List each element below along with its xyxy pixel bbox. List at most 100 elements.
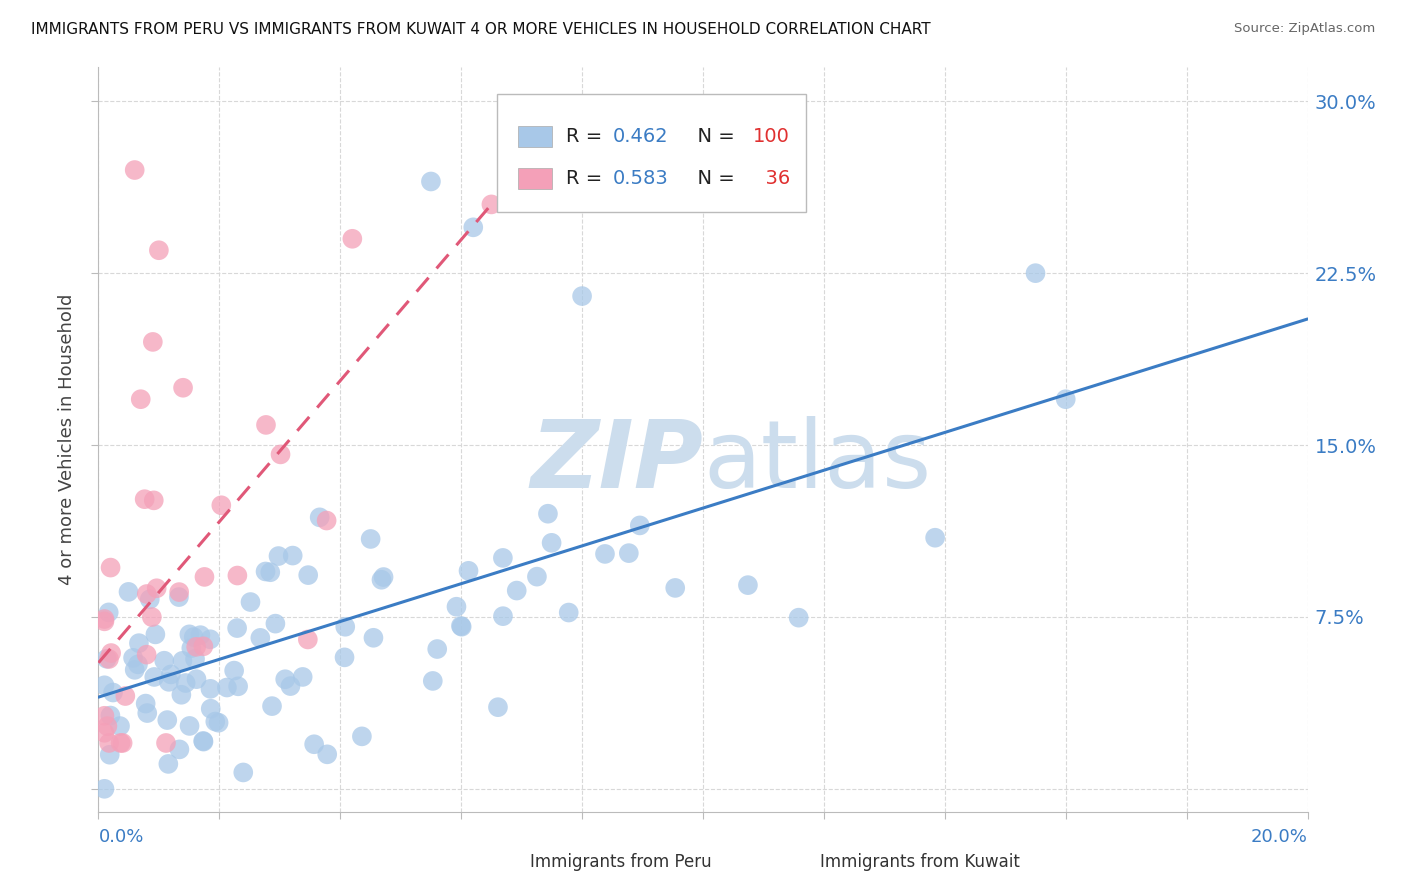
- Point: [526, 569, 548, 583]
- Point: [249, 631, 271, 645]
- FancyBboxPatch shape: [498, 95, 806, 212]
- Point: [114, 689, 136, 703]
- Point: [254, 565, 277, 579]
- Text: R =: R =: [567, 127, 609, 145]
- Point: [129, 392, 152, 407]
- Point: [190, 628, 212, 642]
- Point: [617, 546, 640, 560]
- Point: [111, 736, 134, 750]
- Point: [136, 706, 159, 720]
- Point: [134, 492, 156, 507]
- Point: [224, 664, 246, 678]
- Point: [664, 581, 686, 595]
- Point: [537, 507, 560, 521]
- Point: [93, 678, 115, 692]
- Point: [363, 631, 385, 645]
- Point: [157, 756, 180, 771]
- Point: [156, 713, 179, 727]
- Point: [787, 610, 810, 624]
- Text: Immigrants from Peru: Immigrants from Peru: [530, 854, 711, 871]
- Y-axis label: 4 or more Vehicles in Household: 4 or more Vehicles in Household: [58, 293, 76, 585]
- Text: Immigrants from Kuwait: Immigrants from Kuwait: [820, 854, 1021, 871]
- Point: [93, 726, 115, 740]
- Point: [135, 587, 157, 601]
- Point: [264, 616, 287, 631]
- Point: [492, 550, 515, 565]
- Point: [215, 681, 238, 695]
- Point: [148, 244, 170, 258]
- Point: [239, 595, 262, 609]
- Text: N =: N =: [685, 127, 741, 145]
- Point: [93, 708, 115, 723]
- Text: 0.462: 0.462: [613, 127, 668, 145]
- Point: [100, 708, 122, 723]
- Point: [420, 174, 443, 188]
- Point: [142, 493, 165, 508]
- Point: [280, 679, 302, 693]
- Point: [108, 719, 131, 733]
- Point: [226, 621, 249, 635]
- Point: [291, 670, 314, 684]
- Point: [481, 197, 503, 211]
- Point: [127, 657, 149, 672]
- Point: [157, 674, 180, 689]
- Point: [135, 648, 157, 662]
- Point: [308, 510, 330, 524]
- Point: [100, 646, 122, 660]
- Point: [135, 697, 157, 711]
- Text: atlas: atlas: [703, 416, 931, 508]
- Point: [450, 619, 472, 633]
- Point: [260, 699, 283, 714]
- Point: [179, 719, 201, 733]
- Point: [200, 632, 222, 647]
- Point: [184, 652, 207, 666]
- Text: Source: ZipAtlas.com: Source: ZipAtlas.com: [1234, 22, 1375, 36]
- Point: [254, 417, 277, 432]
- Point: [204, 714, 226, 729]
- Point: [169, 742, 191, 756]
- Point: [186, 640, 208, 654]
- Point: [97, 606, 120, 620]
- Text: 20.0%: 20.0%: [1251, 828, 1308, 846]
- Text: 36: 36: [752, 169, 790, 188]
- Point: [167, 585, 190, 599]
- Point: [207, 715, 229, 730]
- Point: [506, 583, 529, 598]
- Point: [342, 232, 364, 246]
- Point: [145, 581, 167, 595]
- Point: [186, 672, 208, 686]
- Point: [101, 685, 124, 699]
- Point: [226, 679, 249, 693]
- Point: [450, 620, 472, 634]
- Point: [143, 670, 166, 684]
- Text: 0.583: 0.583: [613, 169, 668, 188]
- Point: [174, 676, 197, 690]
- Point: [153, 654, 176, 668]
- Text: 0.0%: 0.0%: [98, 828, 143, 846]
- Point: [117, 585, 139, 599]
- Point: [193, 640, 215, 654]
- Point: [297, 632, 319, 647]
- Point: [172, 381, 194, 395]
- Point: [1054, 392, 1077, 407]
- Point: [96, 652, 118, 666]
- Point: [142, 334, 165, 349]
- Text: N =: N =: [685, 169, 741, 188]
- FancyBboxPatch shape: [492, 854, 522, 872]
- Point: [232, 765, 254, 780]
- Point: [281, 549, 304, 563]
- Point: [571, 289, 593, 303]
- Point: [297, 568, 319, 582]
- Point: [492, 609, 515, 624]
- Point: [110, 736, 132, 750]
- Point: [350, 730, 373, 744]
- Text: IMMIGRANTS FROM PERU VS IMMIGRANTS FROM KUWAIT 4 OR MORE VEHICLES IN HOUSEHOLD C: IMMIGRANTS FROM PERU VS IMMIGRANTS FROM …: [31, 22, 931, 37]
- Text: R =: R =: [567, 169, 609, 188]
- Point: [172, 654, 194, 668]
- Point: [426, 642, 449, 657]
- Point: [124, 163, 146, 178]
- Point: [209, 498, 232, 512]
- Point: [540, 536, 562, 550]
- Point: [360, 532, 382, 546]
- Point: [463, 220, 485, 235]
